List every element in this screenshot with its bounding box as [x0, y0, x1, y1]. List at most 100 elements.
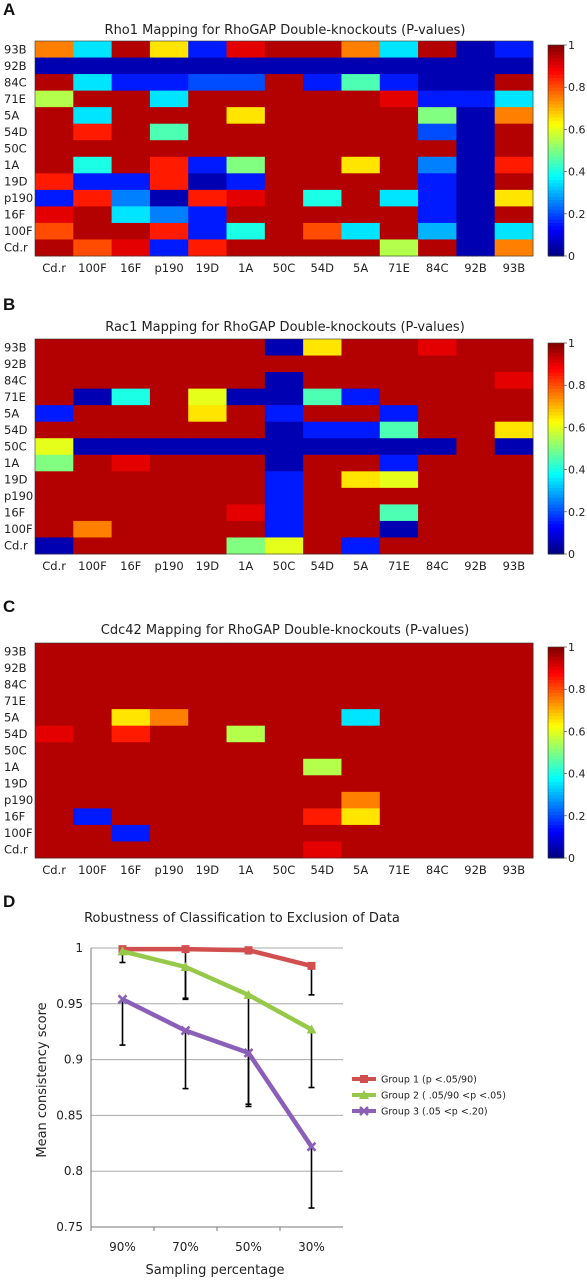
colorbar-band	[548, 441, 564, 446]
heatmap-cell	[264, 659, 304, 677]
heatmap-cell	[303, 74, 342, 92]
colorbar-band	[548, 223, 564, 227]
heatmap-cell	[226, 405, 266, 423]
heatmap-cell	[341, 140, 381, 158]
heatmap-cell	[188, 355, 227, 373]
heatmap-cell	[341, 107, 381, 125]
heatmap-cell	[379, 487, 419, 505]
heatmap-cell	[188, 173, 227, 191]
heatmap-cell	[264, 140, 304, 158]
heatmap-cell	[226, 742, 266, 760]
heatmap-cell	[341, 74, 381, 92]
heatmap-cell	[303, 643, 342, 660]
heatmap-cell	[379, 339, 419, 356]
colorbar-band	[548, 732, 564, 737]
colorbar-band	[548, 343, 564, 347]
heatmap-cell	[226, 454, 266, 472]
colorbar-band	[548, 101, 564, 105]
colorbar-band	[548, 752, 564, 757]
heatmap-cell	[149, 405, 189, 423]
heatmap-cell	[341, 709, 381, 727]
heatmap-cell	[418, 659, 457, 677]
panel-label-b: B	[3, 295, 15, 314]
heatmap-cell	[35, 742, 74, 760]
heatmap-cell	[73, 405, 113, 423]
heatmap-cell	[149, 504, 189, 522]
heatmap-cell	[456, 388, 496, 406]
heatmap-cell	[111, 709, 151, 727]
heatmap-cell	[418, 388, 457, 406]
colorbar-band	[548, 808, 564, 813]
heatmap-cell	[303, 222, 342, 240]
colorbar-band	[548, 425, 564, 430]
heatmap-cell	[264, 123, 304, 141]
colorbar-tick-label: 0.4	[568, 464, 586, 477]
colorbar-band	[548, 127, 564, 132]
colorbar-band	[548, 821, 564, 826]
colorbar-band	[548, 408, 564, 413]
colorbar-band	[548, 848, 564, 852]
row-label: 71E	[4, 694, 26, 708]
heatmap-cell	[456, 41, 496, 58]
colorbar-band	[548, 402, 564, 407]
heatmap-cell	[456, 791, 496, 809]
heatmap-cell	[35, 438, 74, 456]
heatmap-cell	[341, 643, 381, 660]
heatmap-cell	[341, 90, 381, 108]
heatmap-cell	[188, 438, 227, 456]
heatmap-cell	[379, 355, 419, 373]
heatmap-cell	[35, 841, 74, 859]
colorbar-band	[548, 647, 564, 651]
heatmap-cell	[35, 487, 74, 505]
colorbar-band	[548, 61, 564, 66]
heatmap-cell	[226, 156, 266, 174]
heatmap-cell	[35, 676, 74, 694]
heatmap-cell	[494, 808, 534, 826]
row-label: 84C	[4, 677, 27, 691]
heatmap-cell	[494, 487, 534, 505]
heatmap-cell	[73, 57, 113, 75]
heatmap-cell	[73, 438, 113, 456]
colorbar-tick-label: 0.6	[568, 123, 586, 136]
colorbar-tick-label: 0.6	[568, 725, 586, 738]
heatmap-cell	[303, 659, 342, 677]
heatmap-cell	[341, 775, 381, 793]
heatmap-cell	[111, 173, 151, 191]
heatmap-cell	[111, 90, 151, 108]
colorbar-tick-label: 0.2	[568, 810, 586, 823]
heatmap-cell	[456, 643, 496, 660]
heatmap-cell	[341, 239, 381, 257]
heatmap-cell	[188, 107, 227, 125]
colorbar-band	[548, 458, 564, 463]
column-label: 92B	[464, 559, 487, 573]
heatmap-cell	[341, 222, 381, 240]
data-point	[306, 1141, 317, 1152]
heatmap-cell	[111, 824, 151, 842]
colorbar-band	[548, 788, 564, 793]
colorbar-band	[548, 778, 564, 783]
colorbar-frame	[547, 646, 565, 859]
colorbar-band	[548, 432, 564, 436]
heatmap-cell	[379, 471, 419, 489]
heatmap-cell	[418, 107, 457, 125]
colorbar-band	[548, 186, 564, 191]
heatmap-cell	[494, 405, 534, 423]
heatmap-cell	[111, 454, 151, 472]
row-label: 54D	[4, 125, 28, 139]
colorbar-band	[548, 656, 564, 661]
heatmap-cell	[149, 90, 189, 108]
colorbar-band	[548, 834, 564, 839]
heatmap-cell	[73, 537, 113, 555]
row-labels: 93B 92B 84C 71E 5A 54D 50C 1A 19D p190 16F 100F Cd.r	[4, 644, 33, 856]
column-label: 92B	[464, 261, 487, 275]
heatmap-cell	[456, 438, 496, 456]
colorbar-band	[548, 362, 564, 367]
heatmap-cell	[379, 454, 419, 472]
row-label: 100F	[4, 224, 33, 238]
heatmap-cell	[111, 388, 151, 406]
heatmap-cell	[264, 107, 304, 125]
column-label: 54D	[311, 559, 335, 573]
colorbar-band	[548, 190, 564, 194]
colorbar-band	[548, 828, 564, 833]
heatmap-cell	[494, 189, 534, 207]
